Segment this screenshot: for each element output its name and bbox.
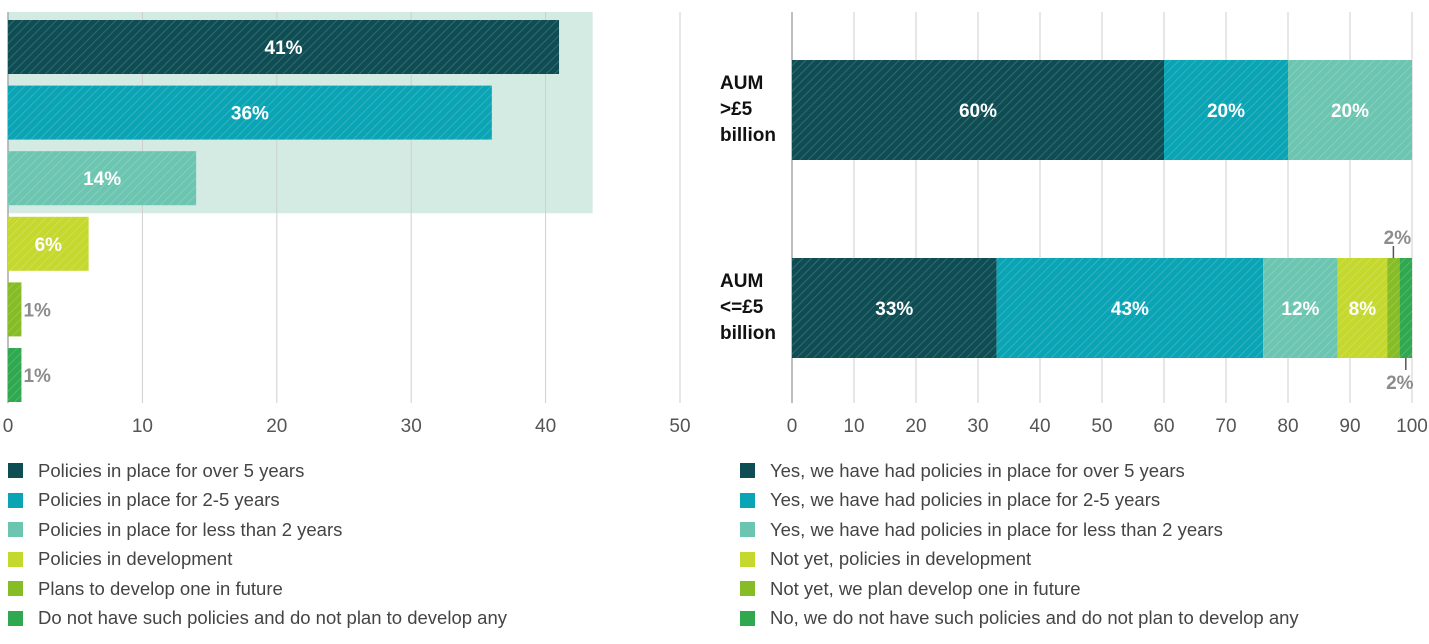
data-label: 20% [1207, 101, 1245, 122]
data-label-outside: 2% [1384, 228, 1412, 249]
legend-swatch-icon [740, 551, 755, 567]
legend-label: Policies in development [38, 548, 233, 570]
x-tick-label: 50 [1091, 416, 1112, 437]
x-tick-label: 0 [3, 416, 14, 437]
legend-item: Do not have such policies and do not pla… [8, 604, 507, 634]
legend-item: Yes, we have had policies in place for l… [740, 515, 1299, 545]
legend-label: Policies in place for less than 2 years [38, 518, 343, 540]
legend-label: No, we do not have such policies and do … [770, 607, 1299, 629]
legend-item: Policies in place for over 5 years [8, 456, 507, 486]
x-tick-label: 60 [1153, 416, 1174, 437]
data-label: 41% [265, 38, 303, 59]
segment-hatch [1399, 258, 1412, 358]
legend-label: Yes, we have had policies in place for 2… [770, 489, 1161, 511]
bar-hatch [8, 282, 22, 337]
segment-hatch [1387, 258, 1400, 358]
legend-swatch-icon [8, 492, 23, 508]
legend-label: Yes, we have had policies in place for o… [770, 459, 1185, 481]
legend-swatch-icon [8, 551, 23, 567]
data-label: 12% [1281, 299, 1319, 320]
left-legend: Policies in place for over 5 years Polic… [8, 456, 507, 633]
x-tick-label: 10 [132, 416, 153, 437]
category-label-line: <=£5 [720, 297, 764, 318]
category-label: AUM >£5 billion [720, 73, 776, 146]
data-label: 36% [231, 104, 269, 125]
data-label: 20% [1331, 101, 1369, 122]
x-tick-label: 10 [843, 416, 864, 437]
category-label: AUM <=£5 billion [720, 271, 776, 344]
data-label-outside: 2% [1386, 373, 1414, 394]
legend-item: Policies in development [8, 545, 507, 575]
bar-hatch [8, 216, 89, 271]
category-label-line: AUM [720, 73, 763, 94]
segment-hatch [1263, 258, 1338, 358]
legend-label: Not yet, policies in development [770, 548, 1032, 570]
category-label-line: AUM [720, 271, 763, 292]
bar-hatch [8, 20, 560, 74]
legend-label: Yes, we have had policies in place for l… [770, 518, 1223, 540]
legend-swatch-icon [740, 463, 755, 479]
data-label: 1% [23, 366, 51, 387]
data-label: 14% [83, 169, 121, 190]
x-tick-label: 20 [905, 416, 926, 437]
legend-swatch-icon [740, 492, 755, 508]
legend-item: Not yet, we plan develop one in future [740, 574, 1299, 604]
legend-swatch-icon [8, 581, 23, 597]
category-label-line: billion [720, 323, 776, 344]
legend-label: Plans to develop one in future [38, 577, 283, 599]
x-tick-label: 80 [1277, 416, 1298, 437]
legend-swatch-icon [740, 610, 755, 626]
bar-hatch [8, 85, 492, 140]
x-tick-label: 0 [787, 416, 798, 437]
segment-hatch [1337, 258, 1388, 358]
legend-item: No, we do not have such policies and do … [740, 604, 1299, 634]
data-label: 60% [959, 101, 997, 122]
segment-hatch [792, 258, 997, 358]
data-label: 43% [1111, 299, 1149, 320]
x-tick-label: 40 [1029, 416, 1050, 437]
legend-item: Yes, we have had policies in place for o… [740, 456, 1299, 486]
segment-hatch [792, 60, 1164, 160]
x-tick-label: 30 [967, 416, 988, 437]
x-tick-label: 100 [1396, 416, 1428, 437]
legend-label: Not yet, we plan develop one in future [770, 577, 1081, 599]
legend-label: Do not have such policies and do not pla… [38, 607, 507, 629]
legend-item: Policies in place for 2-5 years [8, 486, 507, 516]
right-legend: Yes, we have had policies in place for o… [740, 456, 1299, 633]
category-label-line: billion [720, 125, 776, 146]
x-tick-label: 90 [1339, 416, 1360, 437]
charts-canvas: 0 10 20 30 40 50 41% 36% 14% 6% 1% 1% 0 10 20 30 40 50 60… [3, 12, 1428, 437]
legend-item: Policies in place for less than 2 years [8, 515, 507, 545]
data-label: 6% [35, 235, 63, 256]
legend-item: Plans to develop one in future [8, 574, 507, 604]
x-tick-label: 50 [669, 416, 690, 437]
data-label: 33% [875, 299, 913, 320]
legend-label: Policies in place for 2-5 years [38, 489, 280, 511]
right-stacked-bar-chart: 0 10 20 30 40 50 60 70 80 90 100 AUM >£5 billion AUM <=… [720, 12, 1428, 437]
segment-hatch [996, 258, 1264, 358]
category-label-line: >£5 [720, 99, 753, 120]
legend-swatch-icon [8, 463, 23, 479]
legend-item: Yes, we have had policies in place for 2… [740, 486, 1299, 516]
x-tick-label: 30 [401, 416, 422, 437]
legend-swatch-icon [8, 522, 23, 538]
segment-hatch [1164, 60, 1288, 160]
legend-swatch-icon [740, 581, 755, 597]
segment-hatch [1288, 60, 1412, 160]
data-label: 8% [1349, 299, 1377, 320]
bar-hatch [8, 151, 197, 206]
legend-swatch-icon [8, 610, 23, 626]
legend-label: Policies in place for over 5 years [38, 459, 305, 481]
left-bar-chart: 0 10 20 30 40 50 41% 36% 14% 6% 1% 1% [3, 12, 691, 437]
legend-swatch-icon [740, 522, 755, 538]
x-tick-label: 70 [1215, 416, 1236, 437]
data-label: 1% [23, 300, 51, 321]
legend-item: Not yet, policies in development [740, 545, 1299, 575]
bar-hatch [8, 348, 22, 402]
x-tick-label: 40 [535, 416, 556, 437]
x-tick-label: 20 [266, 416, 287, 437]
